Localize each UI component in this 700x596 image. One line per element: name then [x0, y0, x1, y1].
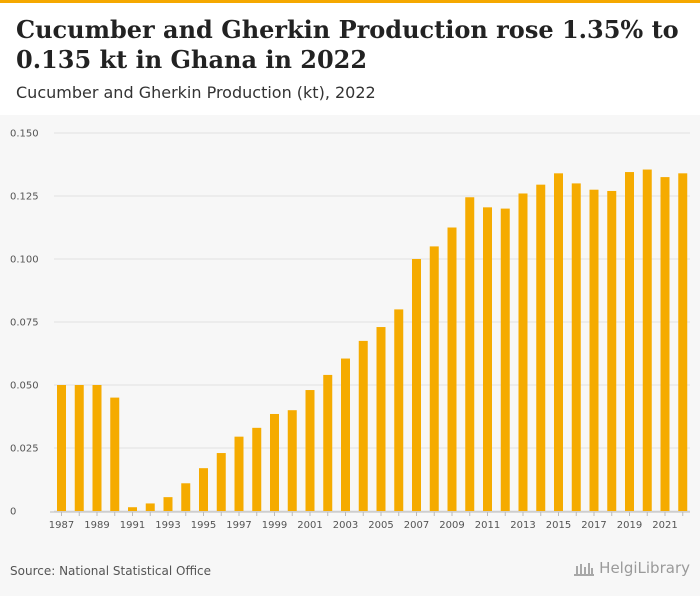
y-tick-label: 0.025 — [10, 444, 39, 455]
x-tick-label: 2015 — [546, 520, 571, 531]
bar-1988[interactable] — [74, 385, 84, 511]
y-tick-label: 0 — [10, 507, 16, 518]
bar-2010[interactable] — [465, 197, 475, 511]
gridlines — [54, 132, 690, 512]
bar-1991[interactable] — [128, 507, 137, 511]
helgi-library-logo[interactable]: HelgiLibrary — [573, 559, 690, 577]
x-tick-label: 2007 — [404, 520, 429, 531]
bar-2006[interactable] — [394, 309, 404, 511]
x-tick-label: 2021 — [652, 520, 677, 531]
bar-1996[interactable] — [216, 453, 226, 511]
x-tick-label: 2011 — [475, 520, 500, 531]
x-tick-label: 2001 — [297, 520, 322, 531]
bar-1987[interactable] — [57, 385, 66, 511]
bar-2003[interactable] — [341, 358, 350, 511]
chart-area: 0 0.025 0.050 0.075 0.100 0.125 0.150 1987 1989… — [0, 115, 700, 541]
y-tick-label: 0.075 — [10, 318, 39, 329]
x-tick-label: 1989 — [84, 520, 109, 531]
x-tick-label: 1987 — [49, 520, 74, 531]
bar-2016[interactable] — [571, 183, 581, 511]
bar-1990[interactable] — [110, 397, 120, 511]
bar-1994[interactable] — [181, 483, 191, 511]
x-tick-label: 1997 — [226, 520, 251, 531]
bar-2014[interactable] — [536, 184, 546, 511]
chart-footer: Source: National Statistical Office Helg… — [0, 541, 700, 596]
y-tick-label: 0.150 — [10, 129, 39, 140]
bar-2011[interactable] — [483, 207, 492, 511]
bar-2009[interactable] — [447, 227, 457, 512]
x-tick-label: 1991 — [120, 520, 145, 531]
bar-1993[interactable] — [163, 497, 173, 511]
bar-2019[interactable] — [625, 172, 634, 511]
chart-header: Cucumber and Gherkin Production rose 1.3… — [0, 3, 700, 115]
chart-title: Cucumber and Gherkin Production rose 1.3… — [16, 15, 679, 74]
x-axis: 1987 1989 1991 1993 1995 1997 1999 2001 2003 2005… — [49, 511, 690, 531]
x-tick-label: 1995 — [191, 520, 216, 531]
x-tick-label: 2019 — [617, 520, 642, 531]
x-tick-label: 2017 — [581, 520, 606, 531]
bar-2020[interactable] — [642, 169, 652, 511]
bar-2004[interactable] — [358, 340, 368, 511]
bar-1995[interactable] — [199, 468, 208, 511]
x-tick-label: 2009 — [439, 520, 464, 531]
bar-2013[interactable] — [518, 193, 528, 511]
x-tick-label: 2013 — [510, 520, 535, 531]
bar-1998[interactable] — [252, 427, 262, 511]
bar-2002[interactable] — [323, 374, 333, 511]
bar-1992[interactable] — [145, 503, 155, 511]
bars — [57, 169, 688, 512]
y-tick-label: 0.050 — [10, 381, 39, 392]
bar-2008[interactable] — [429, 246, 439, 511]
bar-2022[interactable] — [678, 173, 688, 511]
bar-chart: 0 0.025 0.050 0.075 0.100 0.125 0.150 1987 1989… — [10, 129, 690, 531]
accent-bar — [0, 0, 700, 3]
bar-2015[interactable] — [554, 173, 563, 511]
bar-1999[interactable] — [270, 413, 279, 511]
x-tick-label: 2003 — [333, 520, 358, 531]
bar-2001[interactable] — [305, 390, 315, 511]
bar-2021[interactable] — [660, 177, 670, 511]
y-axis-ticks: 0 0.025 0.050 0.075 0.100 0.125 0.150 — [10, 129, 39, 518]
x-tick-label: 1999 — [262, 520, 287, 531]
source-note: Source: National Statistical Office — [10, 564, 212, 578]
bar-2007[interactable] — [412, 259, 421, 511]
chart-subtitle: Cucumber and Gherkin Production (kt), 20… — [16, 83, 376, 102]
library-building-icon — [574, 563, 595, 576]
x-tick-label: 2005 — [368, 520, 393, 531]
bar-2012[interactable] — [500, 208, 510, 511]
bar-2018[interactable] — [607, 190, 617, 511]
bar-1997[interactable] — [234, 436, 244, 511]
logo-text: HelgiLibrary — [599, 559, 690, 577]
bar-2005[interactable] — [376, 327, 386, 511]
bar-2000[interactable] — [287, 410, 297, 511]
x-tick-label: 1993 — [155, 520, 180, 531]
y-tick-label: 0.125 — [10, 192, 39, 203]
y-tick-label: 0.100 — [10, 255, 39, 266]
bar-2017[interactable] — [589, 189, 599, 511]
bar-1989[interactable] — [92, 385, 102, 511]
